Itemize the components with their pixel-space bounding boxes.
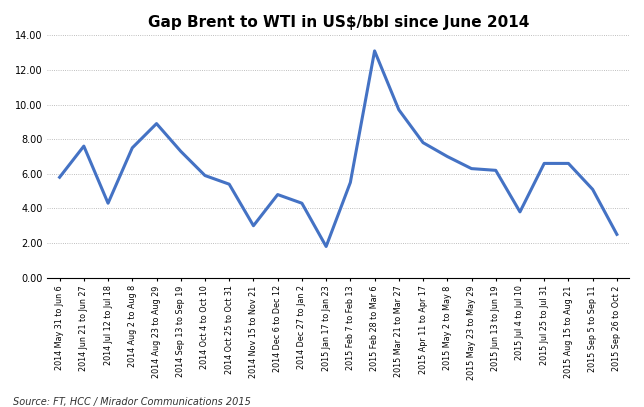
Text: Source: FT, HCC / Mirador Communications 2015: Source: FT, HCC / Mirador Communications… — [13, 397, 251, 407]
Title: Gap Brent to WTI in US$/bbl since June 2014: Gap Brent to WTI in US$/bbl since June 2… — [147, 15, 529, 30]
